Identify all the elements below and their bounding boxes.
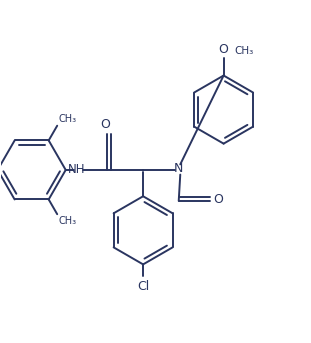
Text: O: O <box>100 118 110 131</box>
Text: O: O <box>213 193 223 206</box>
Text: Cl: Cl <box>137 280 149 293</box>
Text: O: O <box>219 43 229 56</box>
Text: CH₃: CH₃ <box>58 114 76 124</box>
Text: N: N <box>174 162 183 175</box>
Text: NH: NH <box>68 164 85 176</box>
Text: CH₃: CH₃ <box>234 46 254 56</box>
Text: CH₃: CH₃ <box>58 216 76 226</box>
